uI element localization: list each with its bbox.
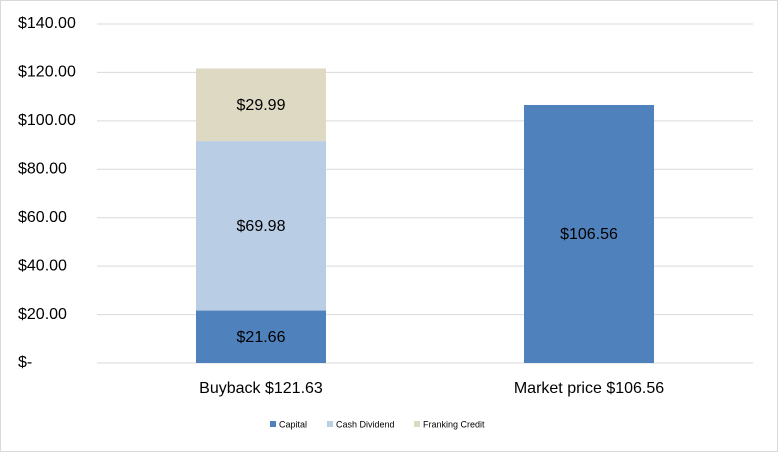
bar-segment	[196, 310, 326, 363]
legend-swatch	[327, 421, 333, 427]
legend-swatch	[414, 421, 420, 427]
x-tick-label: Buyback $121.63	[199, 380, 323, 397]
y-tick-label: $140.00	[18, 15, 76, 32]
y-tick-label: $-	[18, 354, 32, 371]
y-tick-label: $80.00	[18, 161, 67, 178]
legend-label: Franking Credit	[423, 419, 485, 429]
data-label: $29.99	[237, 97, 286, 114]
x-tick-label: Market price $106.56	[514, 380, 664, 397]
bar-segment	[196, 68, 326, 142]
y-tick-label: $60.00	[18, 209, 67, 226]
legend-label: Capital	[279, 419, 307, 429]
y-tick-label: $100.00	[18, 112, 76, 129]
legend-label: Cash Dividend	[336, 419, 395, 429]
bar-segment	[524, 104, 654, 364]
legend-swatch	[270, 421, 276, 427]
data-label: $69.98	[237, 218, 286, 235]
y-tick-label: $120.00	[18, 64, 76, 81]
bar-segment	[196, 141, 326, 311]
y-tick-label: $40.00	[18, 257, 67, 274]
y-tick-label: $20.00	[18, 306, 67, 323]
data-label: $106.56	[560, 226, 618, 243]
data-label: $21.66	[237, 329, 286, 346]
